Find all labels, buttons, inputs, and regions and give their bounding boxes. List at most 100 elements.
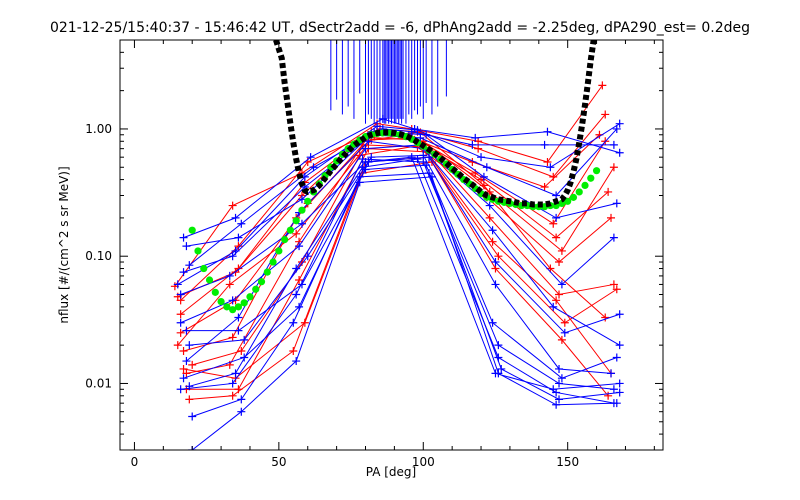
data-point-plus bbox=[494, 252, 503, 261]
data-point-plus bbox=[494, 369, 503, 378]
data-point-plus bbox=[237, 407, 246, 416]
series-line bbox=[189, 154, 612, 374]
data-point-plus bbox=[185, 382, 194, 391]
data-point-plus bbox=[482, 163, 491, 172]
data-point-plus bbox=[185, 395, 194, 404]
data-point-plus bbox=[228, 252, 237, 261]
data-point-plus bbox=[552, 400, 561, 409]
series-group bbox=[179, 114, 624, 242]
data-point-plus bbox=[240, 353, 249, 362]
series-group bbox=[185, 153, 613, 404]
data-point-plus bbox=[485, 201, 494, 210]
data-point-plus bbox=[555, 258, 564, 267]
data-series-layer bbox=[170, 40, 624, 450]
fit-curve-dot bbox=[304, 197, 312, 205]
series-line bbox=[192, 144, 614, 366]
data-point-plus bbox=[292, 357, 301, 366]
data-point-plus bbox=[188, 360, 197, 369]
fit-curve-dot bbox=[569, 193, 578, 201]
data-point-plus bbox=[373, 122, 382, 131]
data-point-plus bbox=[555, 290, 564, 299]
series-line bbox=[189, 128, 614, 266]
data-point-plus bbox=[179, 346, 188, 355]
series-group bbox=[185, 151, 616, 378]
data-point-plus bbox=[555, 395, 564, 404]
series-group bbox=[188, 172, 621, 450]
data-point-plus bbox=[549, 219, 558, 228]
data-point-plus bbox=[234, 233, 243, 242]
fit-curve-dot bbox=[281, 236, 289, 244]
series-group bbox=[173, 119, 624, 289]
data-point-plus bbox=[557, 374, 566, 383]
fit-curve-dot bbox=[252, 285, 260, 293]
data-point-plus bbox=[491, 258, 500, 267]
data-point-plus bbox=[615, 379, 624, 388]
data-point-plus bbox=[552, 296, 561, 305]
data-point-plus bbox=[237, 395, 246, 404]
data-point-plus bbox=[234, 264, 243, 273]
data-point-plus bbox=[182, 369, 191, 378]
data-point-plus bbox=[182, 242, 191, 251]
fit-curve-dot bbox=[564, 197, 572, 205]
data-point-plus bbox=[176, 385, 185, 394]
data-point-plus bbox=[615, 341, 624, 350]
data-point-plus bbox=[297, 195, 306, 204]
data-point-plus bbox=[295, 302, 304, 311]
data-point-plus bbox=[176, 328, 185, 337]
data-point-plus bbox=[361, 165, 370, 174]
data-point-plus bbox=[477, 153, 486, 162]
data-point-plus bbox=[552, 388, 561, 397]
fit-curve-dot bbox=[240, 299, 248, 307]
series-group bbox=[188, 140, 618, 369]
data-point-plus bbox=[237, 219, 246, 228]
data-point-plus bbox=[612, 199, 621, 208]
data-point-plus bbox=[609, 233, 618, 242]
series-line bbox=[183, 156, 620, 379]
data-point-plus bbox=[292, 290, 301, 299]
data-point-plus bbox=[612, 285, 621, 294]
data-point-plus bbox=[228, 201, 237, 210]
x-axis: 0 50 100 150 bbox=[131, 40, 655, 469]
y-tick-label: 0.01 bbox=[85, 376, 112, 390]
x-axis-label: PA [deg] bbox=[366, 465, 416, 479]
data-point-plus bbox=[234, 242, 243, 251]
fit-curve-dot bbox=[194, 247, 202, 255]
series-line bbox=[174, 85, 603, 287]
data-point-plus bbox=[549, 302, 558, 311]
data-point-plus bbox=[468, 140, 477, 149]
fit-curve-dot bbox=[246, 293, 254, 301]
data-point-plus bbox=[560, 328, 569, 337]
data-point-plus bbox=[185, 341, 194, 350]
data-point-plus bbox=[557, 280, 566, 289]
fit-curve-dot bbox=[587, 174, 595, 182]
data-point-plus bbox=[240, 335, 249, 344]
data-point-plus bbox=[555, 379, 564, 388]
data-point-plus bbox=[228, 333, 237, 342]
series-group bbox=[179, 153, 624, 383]
data-point-plus bbox=[555, 364, 564, 373]
data-point-plus bbox=[609, 385, 618, 394]
data-point-plus bbox=[378, 114, 387, 123]
fit-curve-dot bbox=[298, 206, 306, 214]
data-point-plus bbox=[303, 252, 312, 261]
data-point-plus bbox=[607, 213, 616, 222]
data-point-plus bbox=[491, 280, 500, 289]
data-point-plus bbox=[540, 140, 549, 149]
fit-curve-dot bbox=[200, 264, 208, 273]
data-point-plus bbox=[225, 280, 234, 289]
data-point-plus bbox=[295, 242, 304, 251]
y-axis-label: nflux [#/(cm^2 s sr MeV)] bbox=[57, 166, 71, 323]
data-point-plus bbox=[295, 276, 304, 285]
fit-curve-dot bbox=[223, 303, 231, 311]
data-point-plus bbox=[607, 369, 616, 378]
series-group bbox=[173, 130, 604, 350]
fit-curve-dot bbox=[275, 247, 283, 255]
data-point-plus bbox=[612, 353, 621, 362]
series-group bbox=[182, 161, 621, 383]
data-point-plus bbox=[237, 346, 246, 355]
data-point-plus bbox=[289, 318, 298, 327]
data-point-plus bbox=[179, 364, 188, 373]
data-point-plus bbox=[615, 310, 624, 319]
data-point-plus bbox=[552, 213, 561, 222]
data-point-plus bbox=[497, 364, 506, 373]
